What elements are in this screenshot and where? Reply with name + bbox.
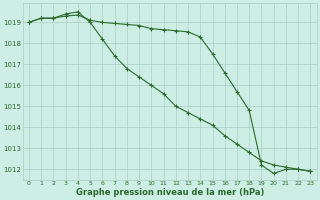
X-axis label: Graphe pression niveau de la mer (hPa): Graphe pression niveau de la mer (hPa) bbox=[76, 188, 264, 197]
